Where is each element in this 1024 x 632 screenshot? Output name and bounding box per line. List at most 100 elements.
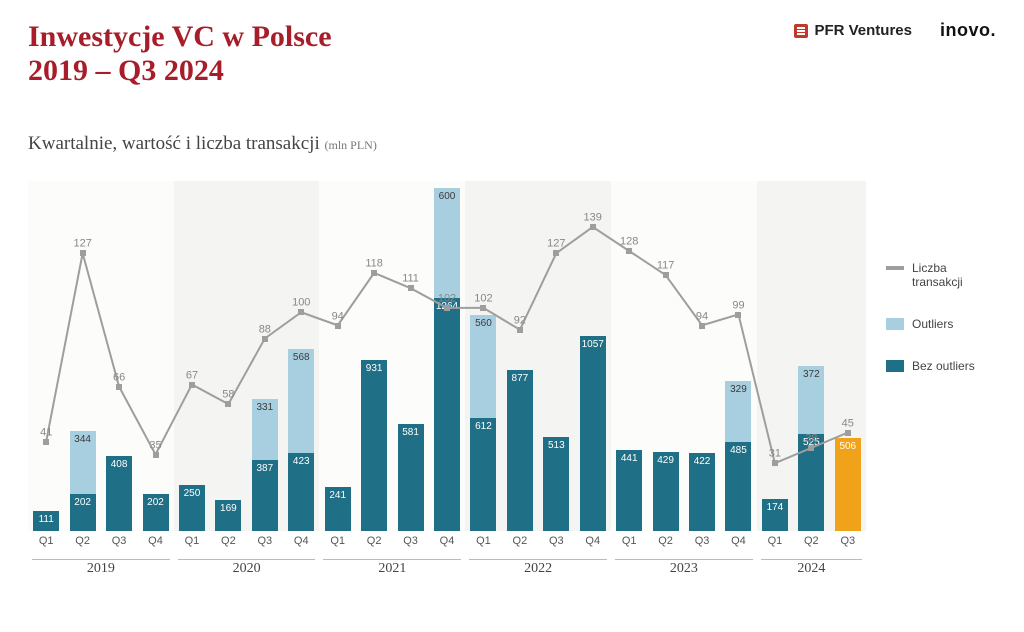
bar-value-bez: 241: [325, 490, 351, 501]
bar: 485329: [725, 442, 751, 531]
legend-outliers-swatch: [886, 318, 904, 330]
line-value: 128: [620, 236, 638, 248]
bar-segment-bez: 513: [543, 437, 569, 532]
bar: 441: [616, 450, 642, 531]
bar-segment-bez: 485: [725, 442, 751, 531]
x-year-divider: [761, 559, 862, 560]
line-point: [735, 312, 741, 318]
line-value: 117: [657, 260, 675, 272]
line-point: [626, 248, 632, 254]
bar-value-outliers: 331: [252, 402, 278, 413]
x-quarter-label: Q1: [768, 535, 783, 547]
line-point: [663, 272, 669, 278]
x-year-divider: [32, 559, 170, 560]
subtitle-unit: (mln PLN): [325, 138, 377, 152]
x-year-label: 2022: [524, 561, 552, 577]
bar-segment-bez: 202: [70, 494, 96, 531]
line-value: 139: [584, 212, 602, 224]
subtitle-main: Kwartalnie, wartość i liczba transakcji: [28, 133, 320, 154]
bar: 241: [325, 487, 351, 531]
legend-bez-label: Bez outliers: [912, 359, 975, 373]
x-quarter-label: Q4: [440, 535, 455, 547]
x-quarter-label: Q4: [294, 535, 309, 547]
bar-value-bez: 581: [398, 427, 424, 438]
bar-value-bez: 408: [106, 459, 132, 470]
bar-value-bez: 931: [361, 363, 387, 374]
bar-segment-outliers: 344: [70, 431, 96, 494]
bar-segment-outliers: 568: [288, 349, 314, 454]
line-value: 102: [474, 292, 492, 304]
bar: 931: [361, 360, 387, 532]
line-point: [699, 323, 705, 329]
legend-line: Liczba transakcji: [886, 261, 996, 289]
bar-value-bez: 422: [689, 456, 715, 467]
bar-value-bez: 485: [725, 445, 751, 456]
line-value: 35: [149, 439, 161, 451]
bar: 612560: [470, 418, 496, 531]
line-value: 88: [259, 323, 271, 335]
line-point: [845, 430, 851, 436]
x-quarter-label: Q1: [330, 535, 345, 547]
line-point: [590, 224, 596, 230]
bar: 422: [689, 453, 715, 531]
line-value: 111: [402, 273, 419, 285]
x-quarter-label: Q1: [622, 535, 637, 547]
bar-segment-bez: 423: [288, 453, 314, 531]
bar-value-bez: 513: [543, 440, 569, 451]
line-value: 127: [547, 238, 565, 250]
bar-segment-bez: 429: [653, 452, 679, 531]
bar-segment-bez: 422: [689, 453, 715, 531]
x-quarter-label: Q2: [804, 535, 819, 547]
bar-segment-bez: 581: [398, 424, 424, 531]
x-quarter-label: Q2: [221, 535, 236, 547]
x-year-label: 2023: [670, 561, 698, 577]
legend-line-label: Liczba transakcji: [912, 261, 996, 289]
x-quarter-label: Q1: [476, 535, 491, 547]
bar-value-bez: 877: [507, 373, 533, 384]
bar: 506: [835, 438, 861, 531]
line-point: [43, 439, 49, 445]
line-point: [517, 327, 523, 333]
x-quarter-label: Q3: [695, 535, 710, 547]
line-value: 94: [696, 310, 708, 322]
line-value: 41: [40, 426, 52, 438]
x-quarter-label: Q3: [112, 535, 127, 547]
bar-segment-bez: 612: [470, 418, 496, 531]
bar-segment-outliers: 331: [252, 399, 278, 460]
x-year-label: 2021: [378, 561, 406, 577]
page-title: Inwestycje VC w Polsce 2019 – Q3 2024: [28, 20, 332, 87]
legend-outliers-label: Outliers: [912, 317, 953, 331]
x-quarter-label: Q3: [403, 535, 418, 547]
bar-segment-bez: 387: [252, 460, 278, 531]
bar-value-bez: 111: [33, 514, 59, 525]
bar-value-bez: 202: [70, 497, 96, 508]
line-value: 58: [222, 389, 234, 401]
line-point: [262, 336, 268, 342]
x-quarter-label: Q3: [549, 535, 564, 547]
bar: 202344: [70, 494, 96, 531]
bar-segment-bez: 202: [143, 494, 169, 531]
bar-segment-bez: 111: [33, 511, 59, 531]
x-year-divider: [178, 559, 316, 560]
bar-value-outliers: 568: [288, 352, 314, 363]
line-point: [225, 401, 231, 407]
bar-segment-bez: 441: [616, 450, 642, 531]
line-point: [153, 452, 159, 458]
x-year-divider: [323, 559, 461, 560]
chart-subtitle: Kwartalnie, wartość i liczba transakcji …: [28, 133, 996, 155]
line-value: 118: [365, 257, 383, 269]
logo-pfr-ventures: PFR Ventures: [794, 22, 912, 39]
line-point: [444, 305, 450, 311]
line-value: 102: [438, 292, 456, 304]
x-quarter-label: Q3: [257, 535, 272, 547]
bar-segment-outliers: 329: [725, 381, 751, 442]
line-point: [808, 445, 814, 451]
bar-value-bez: 429: [653, 455, 679, 466]
bar-value-bez: 441: [616, 453, 642, 464]
bar: 202: [143, 494, 169, 531]
bar-segment-outliers: 560: [470, 315, 496, 418]
pfr-icon: [794, 24, 808, 38]
bar-segment-bez: 1264: [434, 298, 460, 531]
bar-segment-bez: 1057: [580, 336, 606, 531]
bar-value-outliers: 344: [70, 434, 96, 445]
